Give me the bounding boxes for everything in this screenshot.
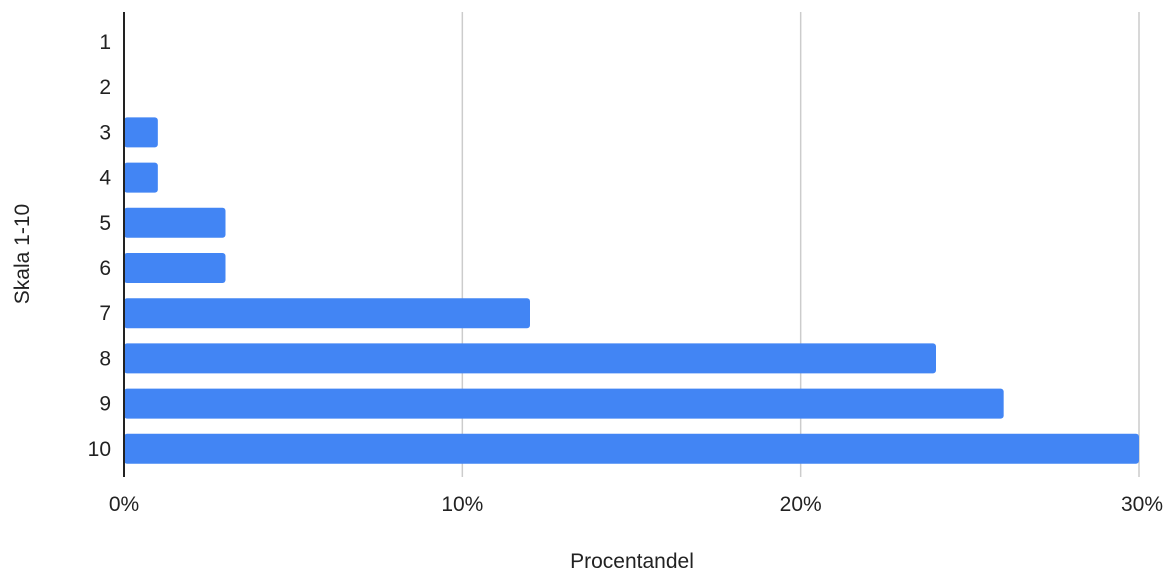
bar-6 xyxy=(124,253,226,283)
bar-8 xyxy=(124,343,936,374)
y-tick-label-9: 9 xyxy=(99,393,111,416)
y-tick-label-6: 6 xyxy=(99,257,111,280)
y-tick-label-7: 7 xyxy=(99,302,111,325)
x-axis-title: Procentandel xyxy=(570,550,694,573)
x-tick-labels: 0% 10% 20% 30% xyxy=(109,493,1163,516)
y-tick-label-8: 8 xyxy=(99,347,111,370)
y-axis-title: Skala 1-10 xyxy=(11,204,34,304)
bar-5 xyxy=(124,207,226,238)
bar-7 xyxy=(124,298,530,329)
bar-9 xyxy=(124,388,1004,419)
y-tick-label-1: 1 xyxy=(99,31,111,54)
bar-10 xyxy=(124,433,1139,464)
y-tick-labels: 1 2 3 4 5 6 7 8 9 10 xyxy=(88,31,112,461)
bar-4 xyxy=(124,162,158,193)
x-tick-label-10: 10% xyxy=(441,493,483,516)
x-tick-label-0: 0% xyxy=(109,493,139,516)
x-tick-label-20: 20% xyxy=(780,493,822,516)
y-tick-label-3: 3 xyxy=(99,121,111,144)
bar-3 xyxy=(124,117,158,148)
bars xyxy=(124,117,1139,464)
x-tick-label-30: 30% xyxy=(1121,493,1163,516)
y-tick-label-5: 5 xyxy=(99,212,111,235)
y-tick-label-4: 4 xyxy=(99,167,111,190)
y-tick-label-2: 2 xyxy=(99,76,111,99)
y-tick-label-10: 10 xyxy=(88,438,111,461)
